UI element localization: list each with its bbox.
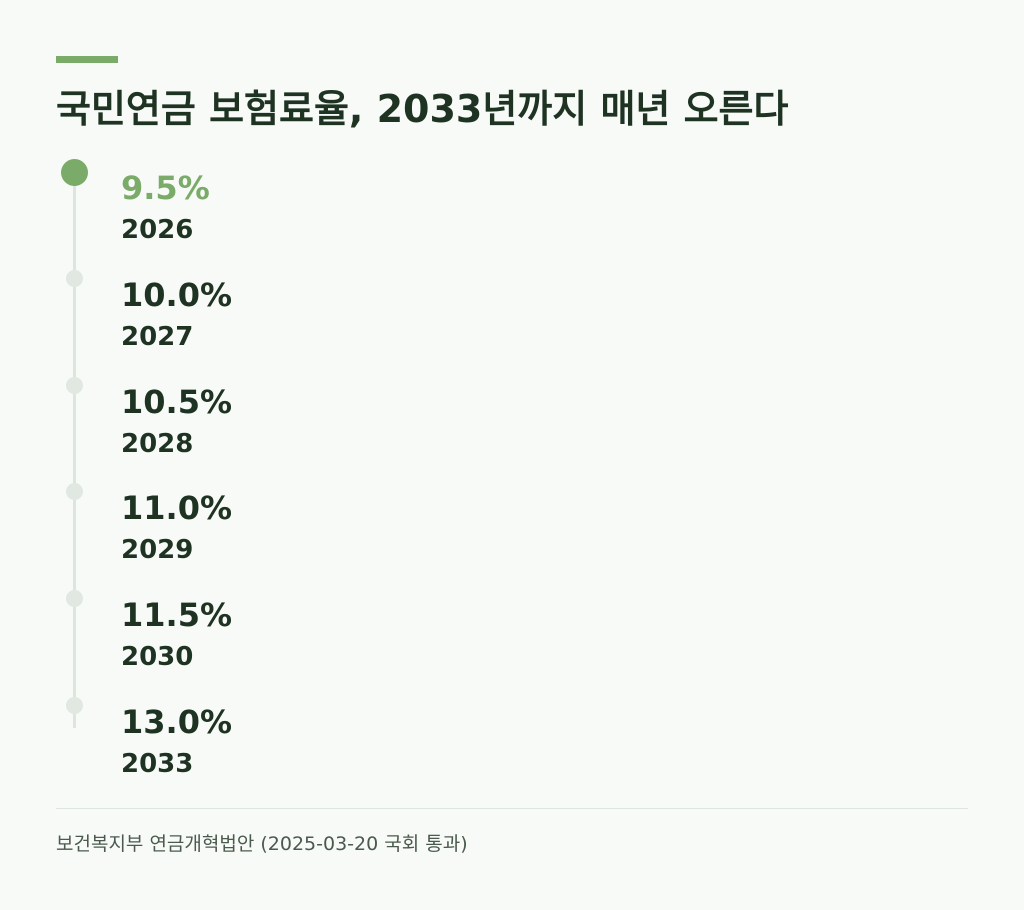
- rate-value: 10.0%: [121, 275, 233, 314]
- timeline-item: 11.0% 2029: [56, 470, 456, 570]
- timeline-item: 10.0% 2027: [56, 257, 456, 357]
- timeline-dot: [66, 590, 83, 608]
- rate-year: 2026: [121, 215, 194, 245]
- title-accent-bar: [56, 56, 118, 63]
- rate-year: 2030: [121, 642, 194, 673]
- rate-value: 11.5%: [121, 596, 233, 635]
- rate-value: 9.5%: [121, 169, 210, 207]
- source-note: 보건복지부 연금개혁법안 (2025-03-20 국회 통과): [56, 833, 468, 855]
- timeline-dot: [66, 376, 83, 394]
- timeline-item: 11.5% 2030: [56, 577, 456, 677]
- rate-year: 2033: [121, 749, 194, 779]
- timeline-item: 9.5% 2026: [56, 150, 456, 250]
- footer-divider: [56, 808, 968, 809]
- timeline-item: 13.0% 2033: [56, 684, 456, 784]
- timeline-dot-active: [61, 159, 88, 186]
- rate-value: 11.0%: [121, 489, 233, 528]
- rate-value: 10.5%: [121, 382, 233, 421]
- timeline-dot: [66, 269, 83, 287]
- rate-year: 2028: [121, 428, 194, 459]
- page-title: 국민연금 보험료율, 2033년까지 매년 오른다: [56, 87, 789, 131]
- rate-timeline: 9.5% 2026 10.0% 2027 10.5% 2028 11.0% 2029 11.5%…: [56, 150, 968, 790]
- rate-value: 13.0%: [121, 703, 233, 741]
- timeline-line: [73, 172, 76, 728]
- timeline-dot: [66, 483, 83, 501]
- timeline-item: 10.5% 2028: [56, 364, 456, 464]
- timeline-dot: [66, 697, 83, 714]
- rate-year: 2029: [121, 535, 194, 566]
- rate-year: 2027: [121, 321, 194, 352]
